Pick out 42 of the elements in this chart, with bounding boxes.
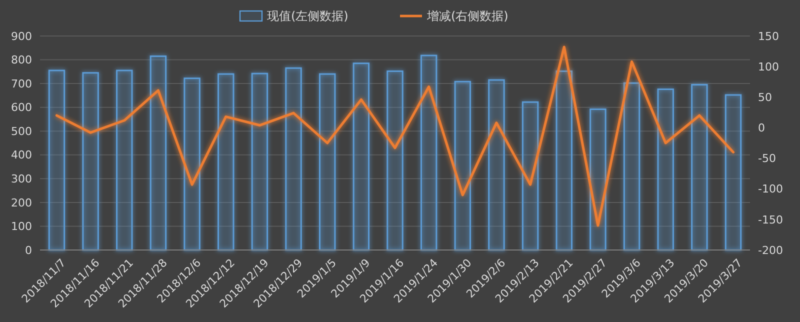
y2-tick-label: 0 <box>758 122 765 135</box>
bar <box>590 108 606 251</box>
bar <box>150 55 167 251</box>
bar <box>285 67 302 251</box>
legend-label: 增减(右侧数据) <box>426 9 508 24</box>
bar <box>218 73 234 251</box>
y-tick-label: 800 <box>11 54 32 67</box>
y2-tick-label: -200 <box>758 244 783 257</box>
bar <box>184 78 200 251</box>
y2-tick-label: -150 <box>758 213 783 226</box>
y2-tick-label: -50 <box>758 152 776 166</box>
bar <box>116 70 133 251</box>
y-tick-label: 200 <box>11 196 32 210</box>
line-series <box>55 46 735 227</box>
legend-label: 现值(左侧数据) <box>267 9 348 24</box>
y2-tick-label: 100 <box>758 60 779 74</box>
bar <box>522 101 539 251</box>
bar <box>556 70 572 251</box>
y2-tick-label: 150 <box>758 30 779 43</box>
y-tick-label: 400 <box>11 148 32 162</box>
bar <box>48 70 66 251</box>
bar <box>623 82 640 251</box>
bar <box>657 88 674 251</box>
bar <box>318 73 336 251</box>
bar <box>454 80 472 251</box>
bar <box>420 54 438 251</box>
bar <box>251 72 268 251</box>
bar <box>82 72 99 251</box>
bar <box>488 79 505 251</box>
bar <box>724 94 742 251</box>
y-tick-label: 0 <box>25 244 32 257</box>
bar <box>352 62 370 251</box>
y-tick-label: 900 <box>11 30 32 43</box>
y2-tick-label: -100 <box>758 182 783 196</box>
y-tick-label: 500 <box>11 124 32 138</box>
bar <box>386 70 404 251</box>
y-tick-label: 700 <box>11 77 32 90</box>
y2-tick-label: 50 <box>758 90 772 104</box>
y-tick-label: 600 <box>11 101 32 114</box>
y-tick-label: 100 <box>11 220 32 234</box>
bar <box>691 84 708 251</box>
y-tick-label: 300 <box>11 172 32 186</box>
